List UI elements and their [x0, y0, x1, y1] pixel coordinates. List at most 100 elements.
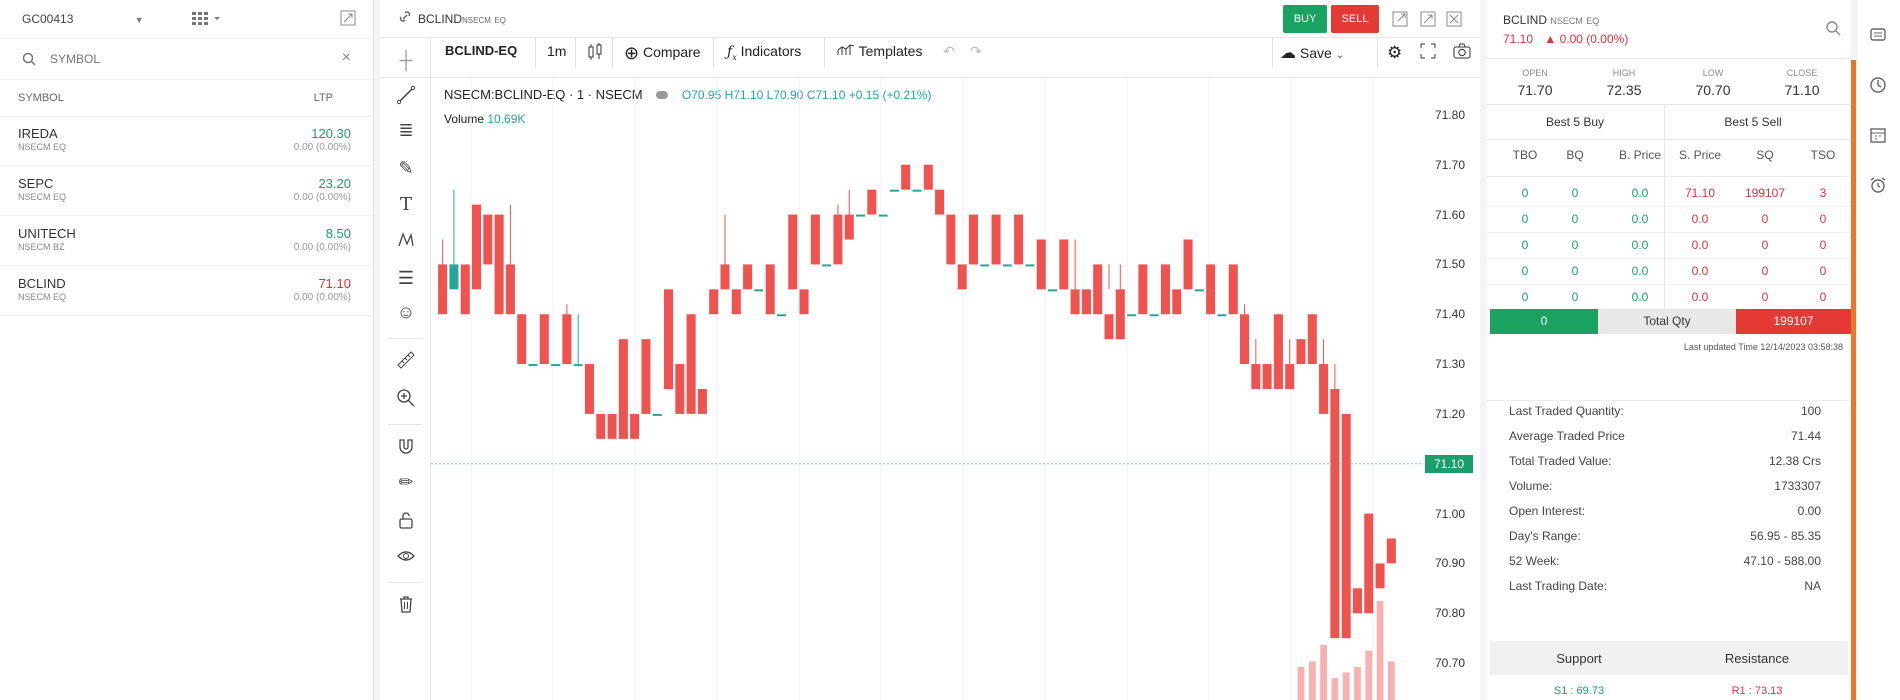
- candle-body: [1138, 264, 1148, 315]
- clock-icon[interactable]: [1868, 75, 1888, 95]
- total-qty-label: Total Qty: [1598, 309, 1736, 334]
- close-icon[interactable]: [1446, 11, 1462, 27]
- price-axis[interactable]: 71.80 71.70 71.60 71.50 71.40 71.30 71.20 71.10…: [1425, 78, 1480, 700]
- price-tick: 71.70: [1435, 157, 1466, 172]
- text-icon[interactable]: T: [399, 194, 412, 215]
- emoji-icon[interactable]: ☺: [396, 302, 416, 322]
- chart-panel: BCLINDNSECM EQ BUY SELL BCLIND-EQ 1m ⊕ C…: [380, 0, 1480, 700]
- best-buy-header: Best 5 Buy: [1545, 115, 1605, 129]
- price-tick: 70.70: [1435, 656, 1466, 671]
- camera-icon[interactable]: [1453, 43, 1471, 62]
- total-buy-qty: 0: [1490, 309, 1598, 334]
- depth-cell: 0.0: [1631, 212, 1649, 226]
- watchlist-row[interactable]: BCLIND NSECM EQ 71.10 0.00 (0.00%): [0, 267, 373, 316]
- magnet-icon[interactable]: [394, 436, 418, 461]
- search-icon: [22, 52, 36, 66]
- indicators-button[interactable]: ƒx Indicators: [727, 43, 802, 62]
- row-symbol: BCLIND: [18, 276, 66, 291]
- depth-cell: 0: [1571, 212, 1579, 226]
- row-ltp: 71.10: [318, 276, 351, 291]
- watchlist-row[interactable]: IREDA NSECM EQ 120.30 0.00 (0.00%): [0, 117, 373, 166]
- watchlist-row[interactable]: UNITECH NSECM BZ 8.50 0.00 (0.00%): [0, 217, 373, 266]
- search-input[interactable]: SYMBOL: [50, 52, 101, 66]
- row-exchange: NSECM EQ: [18, 142, 67, 152]
- candle-body: [1240, 314, 1250, 365]
- symbol-search[interactable]: SYMBOL ×: [0, 38, 373, 80]
- resistance-header: Resistance: [1724, 651, 1790, 666]
- eye-icon[interactable]: [394, 546, 418, 571]
- undo-icon[interactable]: ↶: [943, 43, 955, 59]
- depth-ltp: 71.10 ▲ 0.00 (0.00%): [1503, 32, 1629, 46]
- ruler-icon[interactable]: [394, 350, 418, 375]
- chevron-down-icon: ▼: [134, 15, 144, 25]
- search-icon[interactable]: [1825, 20, 1841, 36]
- depth-col-header: S. Price: [1678, 148, 1721, 162]
- templates-button[interactable]: Templates: [837, 43, 922, 59]
- depth-cell: 0: [1819, 264, 1827, 278]
- pattern-icon[interactable]: [394, 230, 418, 255]
- candle-body: [664, 289, 674, 389]
- compare-button[interactable]: ⊕ Compare: [624, 43, 701, 63]
- volume-bar: [1331, 678, 1339, 700]
- stat-value: NA: [1804, 579, 1821, 593]
- candle-body: [833, 214, 843, 265]
- symbol-button[interactable]: BCLIND-EQ: [445, 43, 518, 58]
- save-button[interactable]: ☁ Save ⌄: [1280, 45, 1345, 62]
- watchlist-icon[interactable]: [1868, 25, 1888, 45]
- trash-icon[interactable]: [394, 594, 418, 619]
- candle-body: [1285, 364, 1295, 389]
- watchlist-row[interactable]: SEPC NSECM EQ 23.20 0.00 (0.00%): [0, 167, 373, 216]
- candle-body: [697, 389, 707, 414]
- candle-body: [957, 264, 967, 290]
- row-symbol: IREDA: [18, 126, 58, 141]
- lock-drawing-icon[interactable]: ✏: [398, 472, 414, 492]
- popout-icon[interactable]: [1392, 11, 1408, 27]
- expand-icon[interactable]: [340, 10, 356, 31]
- candle-body: [776, 314, 786, 317]
- calendar-icon[interactable]: [1868, 125, 1888, 145]
- candle-type-icon[interactable]: [587, 43, 603, 64]
- volume-legend: Volume 10.69K: [444, 112, 526, 126]
- brush-icon[interactable]: ✎: [398, 158, 414, 178]
- high-value: 72.35: [1606, 82, 1642, 98]
- candle-body: [1217, 314, 1227, 317]
- depth-cell: 0: [1521, 238, 1529, 252]
- sell-button[interactable]: SELL: [1331, 5, 1379, 33]
- redo-icon[interactable]: ↷: [970, 43, 982, 59]
- cloud-icon: ☁: [1280, 45, 1296, 62]
- visibility-toggle-icon[interactable]: [656, 91, 669, 99]
- volume-bar: [1365, 650, 1373, 700]
- account-selector[interactable]: GC00413 ▼: [22, 12, 144, 26]
- settings-gear-icon[interactable]: ⚙: [1387, 43, 1403, 62]
- volume-bar: [1320, 645, 1327, 700]
- maximize-icon[interactable]: [1420, 11, 1436, 27]
- support-s1: S1 : 69.73: [1553, 685, 1605, 697]
- stat-label: Average Traded Price: [1509, 429, 1625, 443]
- scrollbar[interactable]: [1851, 60, 1856, 700]
- horizontal-lines-icon[interactable]: ≣: [398, 120, 414, 140]
- clear-icon[interactable]: ×: [341, 49, 351, 66]
- candle-body: [968, 214, 978, 265]
- plus-circle-icon: ⊕: [624, 43, 640, 63]
- interval-button[interactable]: 1m: [547, 43, 567, 59]
- candle-body: [1319, 364, 1329, 414]
- total-sell-qty: 199107: [1736, 309, 1851, 334]
- fullscreen-icon[interactable]: [1420, 43, 1436, 62]
- zoom-in-icon[interactable]: [394, 388, 418, 413]
- unlock-icon[interactable]: [394, 510, 418, 535]
- candlestick-chart[interactable]: [431, 78, 1421, 700]
- candle-body: [596, 413, 606, 439]
- stat-label: Total Traded Value:: [1509, 454, 1612, 468]
- trendline-icon[interactable]: [394, 85, 418, 110]
- fib-icon[interactable]: ☰: [397, 268, 415, 288]
- volume-bar: [1387, 661, 1395, 700]
- crosshair-icon[interactable]: ┼: [399, 50, 413, 70]
- candle-body: [573, 364, 583, 367]
- layout-grid-button[interactable]: [190, 9, 226, 29]
- alarm-icon[interactable]: [1868, 175, 1888, 195]
- chevron-down-icon: ⌄: [1335, 50, 1345, 61]
- buy-button[interactable]: BUY: [1283, 5, 1327, 33]
- candle-body: [1307, 314, 1317, 365]
- depth-col-header: B. Price: [1618, 148, 1661, 162]
- candle-body: [991, 214, 1001, 265]
